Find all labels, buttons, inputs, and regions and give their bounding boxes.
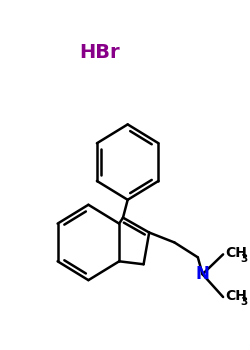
Text: CH: CH <box>225 289 247 303</box>
Text: HBr: HBr <box>79 43 120 63</box>
Text: 3: 3 <box>240 254 247 264</box>
Text: N: N <box>196 265 209 283</box>
Text: CH: CH <box>225 246 247 260</box>
Text: 3: 3 <box>240 297 247 307</box>
